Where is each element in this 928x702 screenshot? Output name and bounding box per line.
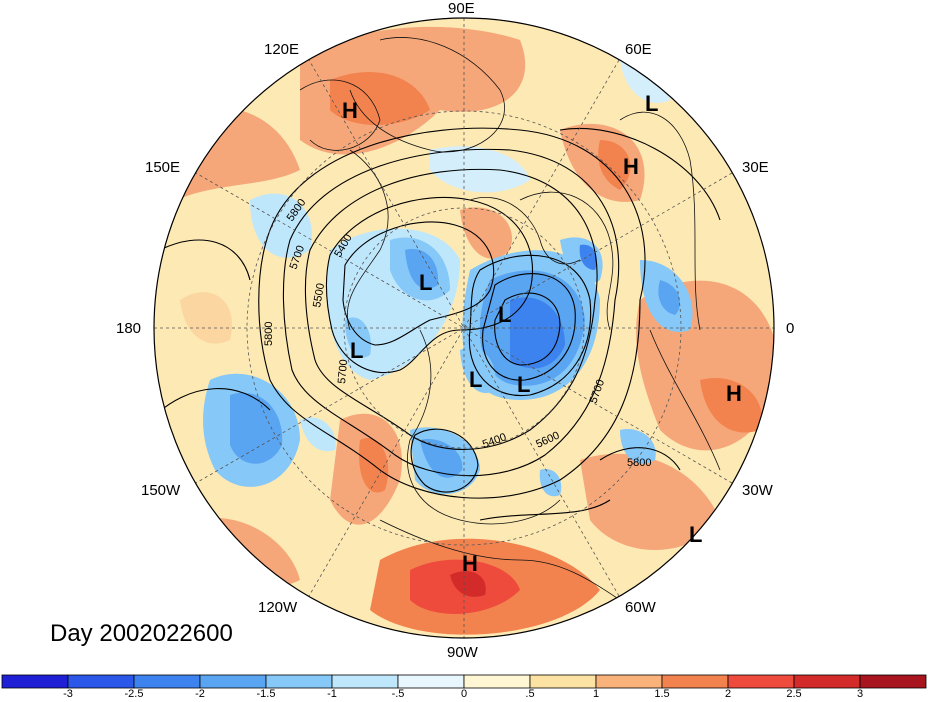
low-pressure-marker: L	[645, 91, 658, 116]
lon-label-60w: 60W	[625, 599, 656, 616]
colorbar-swatch	[1, 674, 69, 689]
colorbar-tick-label: 1	[592, 688, 600, 700]
colorbar-swatch	[133, 674, 201, 689]
lon-label-90e: 90E	[448, 0, 475, 17]
high-pressure-marker: H	[623, 154, 639, 179]
contour-label: 5500	[311, 282, 327, 308]
high-pressure-marker: H	[462, 551, 478, 576]
contour-label: 5800	[627, 457, 651, 469]
low-pressure-marker: L	[350, 338, 363, 363]
colorbar-tick-label: 3	[856, 688, 864, 700]
lon-label-120w: 120W	[258, 599, 298, 616]
low-pressure-marker: L	[689, 522, 702, 547]
lon-label-60e: 60E	[625, 41, 652, 58]
colorbar-tick-label: 0	[460, 688, 468, 700]
contour-label: 5800	[263, 322, 275, 346]
colorbar-tick-label: 2.5	[786, 688, 802, 700]
map-border	[153, 17, 775, 639]
colorbar-swatch	[793, 674, 861, 689]
contour-label: 5700	[336, 359, 350, 384]
high-pressure-marker: H	[342, 98, 358, 123]
lon-label-180: 180	[116, 320, 142, 337]
colorbar-swatch	[595, 674, 663, 689]
colorbar-swatch	[661, 674, 729, 689]
height-contours	[154, 127, 721, 521]
graticule	[154, 18, 774, 638]
colorbar-tick-label: 2	[724, 688, 732, 700]
colorbar-tick-label: 1.5	[654, 688, 670, 700]
lon-label-30w: 30W	[742, 482, 773, 499]
low-pressure-marker: L	[498, 302, 511, 327]
lon-label-30e: 30E	[742, 159, 769, 176]
colorbar-tick-label: -3	[63, 688, 73, 700]
colorbar-tick-label: -.5	[391, 688, 405, 700]
colorbar	[1, 674, 927, 689]
colorbar-swatch	[529, 674, 597, 689]
low-pressure-marker: L	[517, 372, 530, 397]
colorbar-swatch	[67, 674, 135, 689]
colorbar-swatch	[859, 674, 927, 689]
coastlines	[299, 37, 721, 601]
lon-label-120e: 120E	[264, 41, 300, 58]
colorbar-swatch	[199, 674, 267, 689]
high-pressure-marker: H	[726, 381, 742, 406]
lon-label-150w: 150W	[141, 482, 181, 499]
map-title: Day 2002022600	[50, 620, 233, 647]
colorbar-tick-label: -1.5	[256, 688, 276, 700]
colorbar-swatch	[265, 674, 333, 689]
colorbar-swatch	[331, 674, 399, 689]
lon-label-0: 0	[786, 320, 795, 337]
colorbar-swatch	[397, 674, 465, 689]
low-pressure-marker: L	[419, 270, 432, 295]
lon-label-150e: 150E	[145, 159, 181, 176]
colorbar-swatch	[463, 674, 531, 689]
colorbar-tick-label: -2.5	[124, 688, 144, 700]
colorbar-tick-label: -2	[195, 688, 205, 700]
colorbar-tick-label: .5	[525, 688, 535, 700]
lon-label-90w: 90W	[447, 644, 478, 661]
pressure-center-group: H L H L L L L L H L H	[342, 91, 742, 576]
colorbar-swatch	[727, 674, 795, 689]
colorbar-tick-label: -1	[327, 688, 337, 700]
low-pressure-marker: L	[469, 367, 482, 392]
